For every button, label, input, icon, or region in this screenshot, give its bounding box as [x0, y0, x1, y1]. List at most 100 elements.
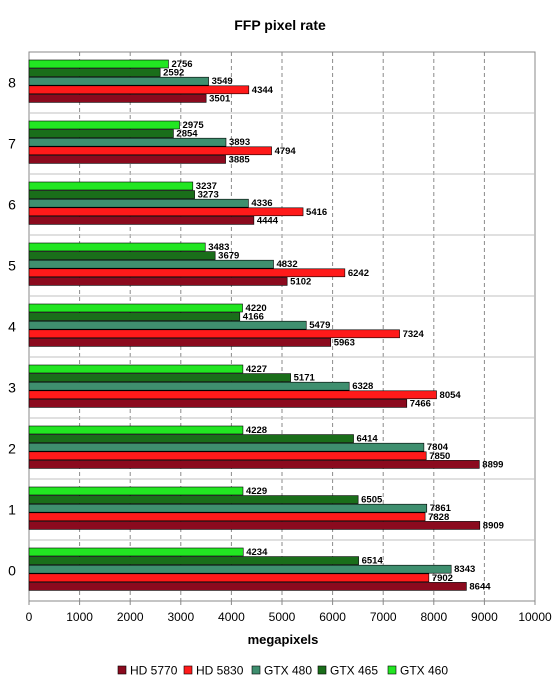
data-label: 8644 [469, 581, 491, 592]
bar-hd-5770-cat-0 [28, 582, 467, 591]
data-label: 7466 [410, 398, 431, 409]
data-label: 3273 [198, 190, 219, 201]
bar-gtx-465-cat-4 [28, 312, 241, 321]
bar-gtx-460-cat-6 [28, 181, 194, 191]
bar-gtx-460-cat-3 [28, 364, 244, 374]
bar-hd-5830-cat-6 [28, 207, 304, 217]
bar-gtx-480-cat-1 [28, 503, 428, 513]
bar-hd-5830-cat-0 [28, 573, 430, 583]
x-tick-label-2000: 2000 [117, 610, 144, 624]
bar-gtx-460-cat-8 [28, 59, 169, 69]
bar-hd-5830-cat-2 [28, 451, 427, 461]
legend-swatch-gtx-465 [317, 665, 327, 675]
data-label: 3893 [229, 137, 250, 148]
bar-gtx-460-cat-2 [28, 425, 244, 435]
data-label: 7861 [430, 503, 452, 514]
data-label: 5102 [290, 276, 311, 287]
data-label: 6414 [357, 434, 379, 445]
bar-hd-5770-cat-2 [28, 460, 480, 469]
bar-gtx-465-cat-3 [28, 373, 291, 382]
plot-area: 8275625923549434435017297528543893479438… [8, 51, 536, 602]
data-label: 4227 [246, 364, 267, 375]
data-label: 2975 [183, 120, 205, 131]
data-label: 6505 [361, 495, 383, 506]
data-label: 4832 [276, 259, 297, 270]
x-tick-label-3000: 3000 [167, 610, 194, 624]
data-label: 5479 [309, 320, 330, 331]
x-tick-label-10000: 10000 [518, 610, 552, 624]
data-label: 4794 [275, 146, 297, 157]
bar-hd-5830-cat-3 [28, 390, 437, 400]
data-label: 8899 [482, 459, 503, 470]
data-label: 6328 [352, 381, 373, 392]
data-label: 4220 [246, 303, 267, 314]
bar-hd-5830-cat-7 [28, 146, 272, 156]
bar-gtx-480-cat-3 [28, 381, 350, 391]
data-label: 3483 [208, 242, 229, 253]
bar-gtx-465-cat-8 [28, 68, 161, 77]
bar-gtx-465-cat-6 [28, 190, 195, 199]
bar-gtx-465-cat-1 [28, 495, 359, 504]
data-label: 4444 [257, 215, 279, 226]
category-label-3: 3 [8, 380, 16, 396]
category-label-2: 2 [8, 441, 16, 457]
bar-hd-5770-cat-1 [28, 521, 481, 530]
data-label: 3679 [218, 251, 239, 262]
legend-label-gtx-480: GTX 480 [264, 664, 312, 678]
data-label: 2854 [176, 129, 198, 140]
x-tick-label-1000: 1000 [66, 610, 93, 624]
data-label: 5171 [294, 373, 316, 384]
bar-gtx-480-cat-8 [28, 76, 209, 86]
x-tick-label-7000: 7000 [370, 610, 397, 624]
data-label: 2756 [171, 59, 192, 70]
bar-gtx-460-cat-7 [28, 120, 180, 130]
x-tick-label-9000: 9000 [471, 610, 498, 624]
legend-swatch-gtx-480 [251, 665, 261, 675]
data-label: 6514 [362, 556, 384, 567]
data-label: 7828 [428, 512, 449, 523]
data-label: 4166 [243, 312, 264, 323]
data-label: 7804 [427, 442, 449, 453]
x-tick-label-4000: 4000 [218, 610, 245, 624]
legend-label-gtx-465: GTX 465 [330, 664, 378, 678]
data-label: 3549 [212, 76, 233, 87]
legend-swatch-gtx-460 [387, 665, 397, 675]
chart-title: FFP pixel rate [234, 17, 326, 33]
category-label-8: 8 [8, 75, 16, 91]
data-label: 4344 [252, 85, 274, 96]
bar-gtx-460-cat-1 [28, 486, 244, 496]
data-label: 3237 [196, 181, 217, 192]
legend-swatch-hd-5830 [183, 665, 193, 675]
data-label: 7324 [403, 329, 425, 340]
data-label: 7850 [429, 451, 450, 462]
bar-gtx-460-cat-4 [28, 303, 243, 313]
legend: HD 5770 HD 5830 GTX 480 GTX 465 GTX 460 [117, 664, 448, 678]
bar-gtx-480-cat-7 [28, 137, 227, 147]
bar-hd-5770-cat-8 [28, 94, 207, 103]
data-label: 4234 [246, 547, 268, 558]
data-label: 6242 [348, 268, 369, 279]
bar-hd-5770-cat-6 [28, 216, 255, 225]
x-axis-ticks: 0 1000 2000 3000 4000 5000 6000 7000 8000 9000 100… [26, 601, 552, 624]
data-label: 3885 [229, 154, 251, 165]
bar-gtx-480-cat-2 [28, 442, 425, 452]
category-label-0: 0 [8, 563, 16, 579]
bar-hd-5770-cat-3 [28, 399, 408, 408]
bar-hd-5770-cat-4 [28, 338, 332, 347]
legend-label-hd-5830: HD 5830 [196, 664, 244, 678]
bar-hd-5830-cat-8 [28, 85, 250, 95]
bar-gtx-480-cat-0 [28, 564, 452, 574]
data-label: 4228 [246, 425, 267, 436]
bar-hd-5770-cat-7 [28, 155, 226, 164]
bar-hd-5770-cat-5 [28, 277, 288, 286]
bar-hd-5830-cat-1 [28, 512, 426, 522]
bar-gtx-460-cat-0 [28, 547, 244, 557]
category-label-1: 1 [8, 502, 16, 518]
x-axis-label: megapixels [248, 632, 319, 647]
legend-swatch-hd-5770 [117, 665, 127, 675]
x-tick-label-5000: 5000 [269, 610, 296, 624]
data-label: 8909 [483, 520, 504, 531]
category-label-4: 4 [8, 319, 16, 335]
x-tick-label-6000: 6000 [319, 610, 346, 624]
